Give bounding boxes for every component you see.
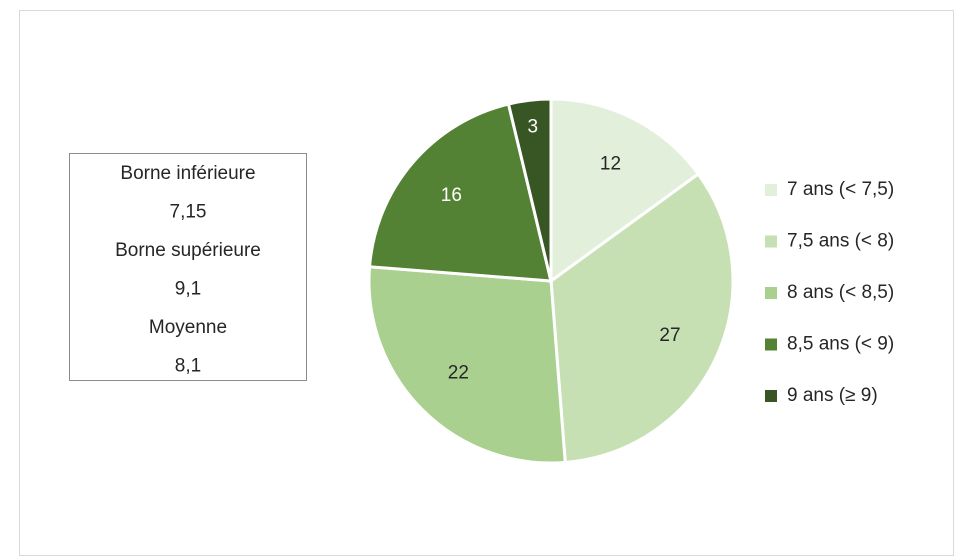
legend-swatch	[765, 390, 777, 402]
legend-label: 8,5 ans (< 9)	[787, 334, 894, 355]
legend-label: 8 ans (< 8,5)	[787, 282, 894, 303]
data-label: 27	[659, 325, 680, 346]
pie-slice	[549, 171, 735, 465]
annotation-box	[69, 153, 307, 381]
annotation-text: 9,1	[175, 279, 201, 300]
pie-slice	[506, 97, 553, 282]
data-label: 12	[600, 153, 621, 174]
annotation-text: 7,15	[170, 202, 207, 223]
legend-label: 7,5 ans (< 8)	[787, 231, 894, 252]
pie-slice	[549, 97, 701, 284]
annotation-text: Moyenne	[149, 317, 227, 338]
legend-swatch	[765, 184, 777, 196]
annotation-text: Borne inférieure	[120, 163, 255, 184]
legend-swatch	[765, 235, 777, 248]
annotation-text: 8,1	[175, 356, 201, 377]
legend-label: 7 ans (< 7,5)	[787, 179, 894, 200]
legend-swatch	[765, 338, 777, 351]
data-label: 3	[528, 116, 539, 137]
legend-swatch	[765, 287, 777, 299]
data-label: 22	[448, 363, 469, 384]
annotation-text: Borne supérieure	[115, 240, 261, 261]
pie-slice	[367, 265, 567, 465]
legend-label: 9 ans (≥ 9)	[787, 385, 878, 406]
pie-slice	[367, 102, 553, 283]
data-label: 16	[441, 185, 462, 206]
